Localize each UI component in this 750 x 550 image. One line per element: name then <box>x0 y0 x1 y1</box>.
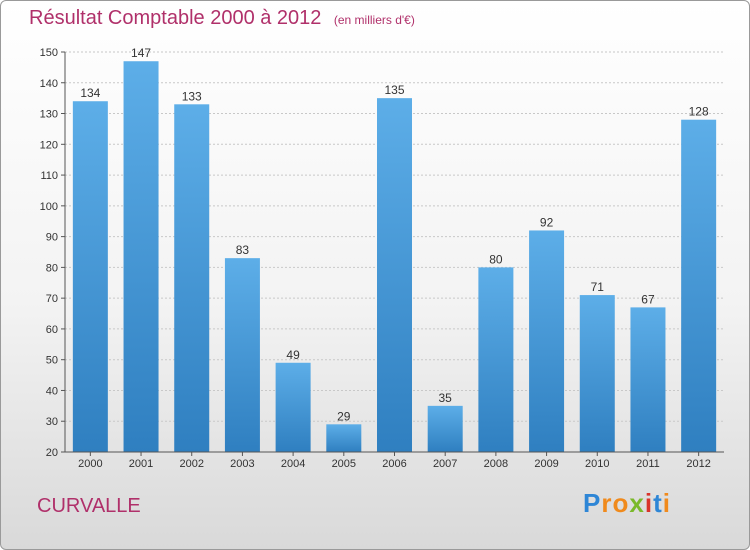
town-name: CURVALLE <box>37 495 141 517</box>
y-tick-label: 80 <box>46 262 58 274</box>
proxiti-logo: Proxiti <box>583 488 671 519</box>
x-tick-label: 2002 <box>179 458 203 470</box>
bar <box>377 98 412 453</box>
bar-value-label: 134 <box>80 86 100 100</box>
y-tick-label: 130 <box>40 109 58 121</box>
bar <box>478 267 514 452</box>
x-tick-label: 2012 <box>686 458 710 470</box>
x-tick-label: 2011 <box>636 458 660 470</box>
title-main: Résultat Comptable 2000 à 2012 <box>29 7 322 29</box>
logo-letter: P <box>583 488 602 518</box>
y-tick-label: 90 <box>46 232 58 244</box>
bar <box>579 295 615 452</box>
x-tick-label: 2010 <box>585 458 609 470</box>
logo-letter: i <box>662 488 671 518</box>
title-subtitle: (en milliers d'€) <box>333 13 415 27</box>
bar-value-label: 67 <box>641 292 655 306</box>
axes <box>61 51 724 456</box>
bar-value-label: 29 <box>337 409 351 423</box>
logo-letter: i <box>644 488 654 518</box>
logo-letter: o <box>612 488 630 518</box>
y-tick-label: 100 <box>40 201 58 213</box>
bar <box>681 119 717 452</box>
bar <box>630 307 666 452</box>
bar <box>275 362 311 452</box>
y-tick-label: 30 <box>46 416 58 428</box>
x-tick-label: 2000 <box>78 458 102 470</box>
bar-value-label: 133 <box>182 89 202 103</box>
y-tick-label: 110 <box>40 170 58 182</box>
y-tick-label: 120 <box>40 139 58 151</box>
y-tick-label: 140 <box>40 78 58 90</box>
x-tick-label: 2007 <box>433 458 457 470</box>
x-tick-label: 2003 <box>230 458 254 470</box>
bar <box>224 258 260 452</box>
bar <box>123 61 159 452</box>
bar-value-label: 80 <box>489 252 503 266</box>
y-tick-label: 50 <box>46 355 58 367</box>
bar-value-label: 147 <box>131 46 151 60</box>
bar-value-label: 128 <box>689 105 709 119</box>
labels: 20 30 40 50 60 70 80 90 100 110 120 130 140 150 134 200… <box>40 46 711 470</box>
bar-value-label: 35 <box>439 391 453 405</box>
bar <box>72 101 108 452</box>
y-tick-label: 40 <box>46 385 58 397</box>
bar-value-label: 49 <box>286 348 300 362</box>
bar-value-label: 83 <box>236 243 250 257</box>
x-tick-label: 2006 <box>382 458 406 470</box>
y-tick-label: 150 <box>40 47 58 59</box>
y-tick-label: 60 <box>46 324 58 336</box>
bar-value-label: 71 <box>591 280 605 294</box>
bar <box>174 104 210 453</box>
bar-value-label: 92 <box>540 215 554 229</box>
x-tick-label: 2001 <box>129 458 153 470</box>
logo-letter: x <box>629 488 645 518</box>
x-tick-label: 2004 <box>281 458 305 470</box>
x-tick-label: 2008 <box>484 458 508 470</box>
bar <box>427 405 463 452</box>
bar <box>326 424 362 452</box>
y-tick-label: 70 <box>46 293 58 305</box>
chart-title: Résultat Comptable 2000 à 2012 (en milli… <box>29 7 415 30</box>
logo-letter: t <box>653 488 663 518</box>
y-tick-label: 20 <box>46 447 58 459</box>
bars <box>72 61 717 453</box>
bar <box>529 230 565 452</box>
x-tick-label: 2009 <box>534 458 558 470</box>
bar-value-label: 135 <box>384 83 404 97</box>
logo-letter: r <box>601 488 613 518</box>
x-tick-label: 2005 <box>332 458 356 470</box>
